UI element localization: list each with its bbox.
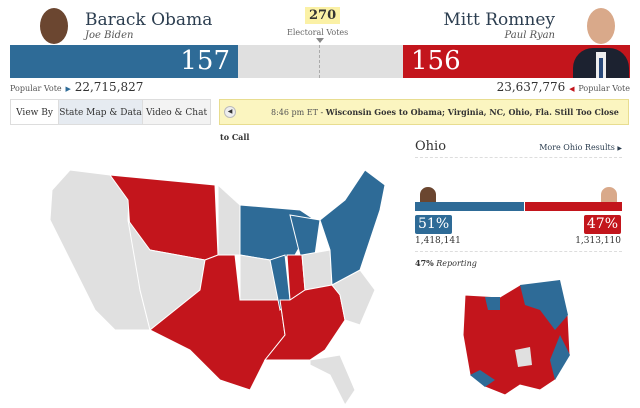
obama-votes: 1,418,141 bbox=[415, 236, 461, 246]
northeast-blue bbox=[319, 169, 386, 286]
romney-popular-vote: 23,637,776 ◀ Popular Vote bbox=[497, 80, 630, 94]
state-title: Ohio bbox=[415, 139, 447, 154]
obama-electoral-count: 157 bbox=[180, 46, 230, 76]
view-by-label: View By bbox=[10, 99, 59, 125]
divider bbox=[415, 157, 622, 158]
triangle-left-icon: ◀ bbox=[569, 85, 575, 93]
divider bbox=[415, 251, 622, 252]
romney-pct: 47% bbox=[583, 215, 621, 234]
reporting-pct: 47% bbox=[415, 258, 434, 268]
triangle-right-icon: ▶ bbox=[617, 145, 622, 152]
ohio-blue-se bbox=[550, 335, 570, 380]
romney-photo bbox=[573, 2, 629, 78]
romney-thumb bbox=[601, 187, 617, 202]
ticker-separator: - bbox=[317, 108, 326, 117]
reporting: 47% Reporting bbox=[415, 258, 477, 268]
ohio-gray bbox=[515, 347, 532, 367]
us-map[interactable] bbox=[40, 160, 410, 408]
ohio-blue-ne bbox=[520, 280, 568, 330]
romney-state-bar bbox=[525, 202, 622, 211]
tab-state-map[interactable]: State Map & Data bbox=[58, 99, 143, 125]
romney-name: Mitt Romney bbox=[443, 10, 555, 30]
electoral-votes-label: Electoral Votes bbox=[287, 28, 349, 37]
south-red bbox=[263, 284, 346, 361]
reporting-label: Reporting bbox=[436, 259, 477, 268]
more-results-label[interactable]: More Ohio Results bbox=[539, 143, 615, 152]
threshold-marker-icon bbox=[316, 38, 324, 43]
undecided-bar bbox=[238, 45, 403, 78]
midwest-gray bbox=[217, 183, 241, 256]
obama-pct: 51% bbox=[415, 215, 453, 234]
romney-running-mate: Paul Ryan bbox=[504, 30, 555, 41]
threshold-badge: 270 bbox=[305, 7, 341, 24]
florida-gray bbox=[309, 354, 356, 406]
ohio-blue-sw bbox=[470, 370, 495, 387]
ohio-blue-nw bbox=[485, 297, 500, 310]
obama-state-bar bbox=[415, 202, 524, 211]
popular-vote-label: Popular Vote bbox=[578, 84, 630, 93]
romney-votes: 1,313,110 bbox=[575, 236, 621, 246]
threshold-line bbox=[319, 45, 320, 78]
ohio-county-map[interactable] bbox=[460, 275, 580, 405]
romney-electoral-count: 156 bbox=[411, 46, 461, 76]
obama-thumb bbox=[420, 187, 436, 202]
romney-popular-count: 23,637,776 bbox=[496, 80, 566, 94]
ticker-headline[interactable]: Wisconsin Goes to Obama; Virginia, NC, O… bbox=[220, 107, 619, 142]
triangle-right-icon: ▶ bbox=[65, 85, 71, 93]
obama-running-mate: Joe Biden bbox=[85, 30, 134, 41]
popular-vote-label: Popular Vote bbox=[10, 84, 62, 93]
obama-popular-count: 22,715,827 bbox=[74, 80, 144, 94]
news-ticker: ◀ 8:46 pm ET - Wisconsin Goes to Obama; … bbox=[219, 99, 629, 142]
more-results-link[interactable]: More Ohio Results ▶ bbox=[539, 143, 622, 152]
obama-name: Barack Obama bbox=[85, 10, 213, 30]
obama-popular-vote: Popular Vote ▶ 22,715,827 bbox=[10, 80, 143, 94]
ticker-time: 8:46 pm ET bbox=[271, 108, 318, 117]
ticker-prev-button[interactable]: ◀ bbox=[224, 106, 236, 118]
obama-electoral-bar: 157 bbox=[10, 45, 238, 78]
tab-video-chat[interactable]: Video & Chat bbox=[142, 99, 211, 125]
ohio-gray bbox=[301, 249, 333, 291]
